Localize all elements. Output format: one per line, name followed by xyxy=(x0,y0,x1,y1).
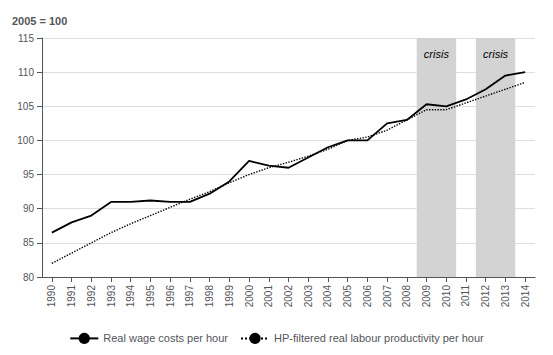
svg-text:90: 90 xyxy=(23,203,35,214)
svg-text:1990: 1990 xyxy=(46,285,57,308)
svg-text:2005: 2005 xyxy=(342,285,353,308)
svg-text:100: 100 xyxy=(17,135,34,146)
svg-text:2013: 2013 xyxy=(500,285,511,308)
svg-text:115: 115 xyxy=(18,33,34,44)
svg-text:crisis: crisis xyxy=(424,48,450,60)
svg-text:2014: 2014 xyxy=(520,285,531,308)
svg-text:2008: 2008 xyxy=(401,285,412,308)
svg-text:2001: 2001 xyxy=(263,285,274,308)
svg-text:Real wage costs per hour: Real wage costs per hour xyxy=(103,332,228,344)
svg-text:2004: 2004 xyxy=(322,285,333,308)
svg-text:2009: 2009 xyxy=(421,285,432,308)
svg-text:95: 95 xyxy=(23,169,35,180)
svg-text:1995: 1995 xyxy=(145,285,156,308)
svg-text:1991: 1991 xyxy=(66,285,77,308)
svg-text:2006: 2006 xyxy=(362,285,373,308)
svg-text:1998: 1998 xyxy=(204,285,215,308)
svg-text:HP-filtered real labour produc: HP-filtered real labour productivity per… xyxy=(274,332,484,344)
svg-text:80: 80 xyxy=(23,272,35,283)
svg-text:2011: 2011 xyxy=(460,285,471,307)
svg-text:2010: 2010 xyxy=(441,285,452,308)
svg-text:1994: 1994 xyxy=(125,285,136,308)
svg-text:2000: 2000 xyxy=(244,285,255,308)
svg-text:1999: 1999 xyxy=(224,285,235,308)
svg-text:2003: 2003 xyxy=(303,285,314,308)
svg-text:2007: 2007 xyxy=(382,285,393,308)
svg-text:110: 110 xyxy=(18,67,34,78)
svg-text:crisis: crisis xyxy=(483,48,509,60)
svg-text:1993: 1993 xyxy=(106,285,117,308)
svg-text:1997: 1997 xyxy=(184,285,195,308)
svg-text:2012: 2012 xyxy=(480,285,491,308)
svg-text:105: 105 xyxy=(17,101,34,112)
svg-text:85: 85 xyxy=(23,237,35,248)
svg-text:1992: 1992 xyxy=(86,285,97,308)
svg-text:2005 = 100: 2005 = 100 xyxy=(12,15,67,27)
svg-text:1996: 1996 xyxy=(165,285,176,308)
svg-text:2002: 2002 xyxy=(283,285,294,308)
